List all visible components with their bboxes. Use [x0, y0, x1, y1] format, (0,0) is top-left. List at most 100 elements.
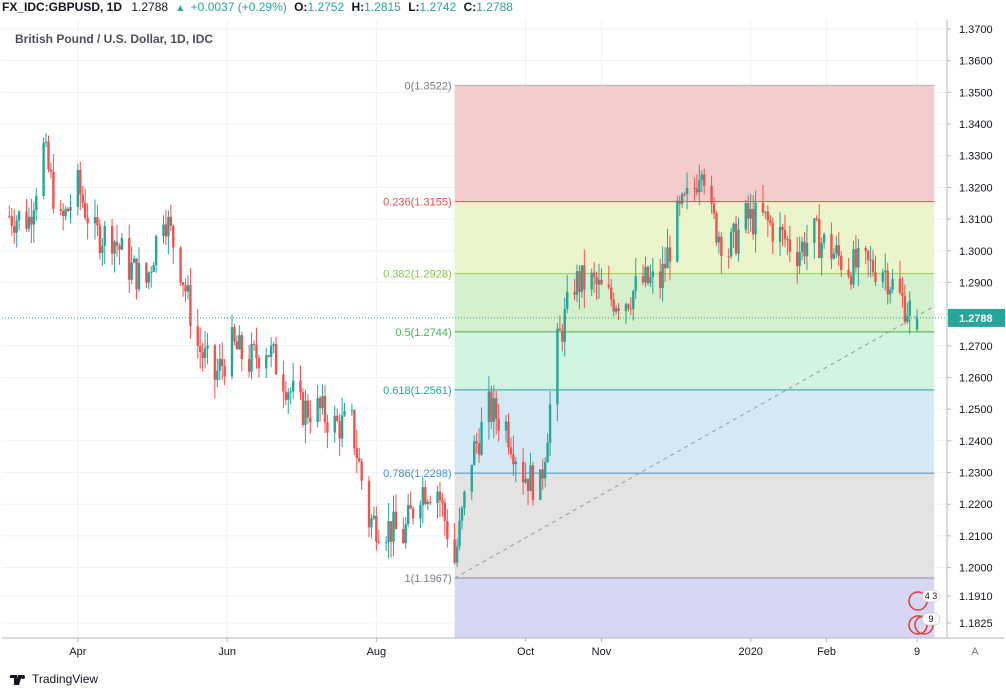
- auto-scale-button[interactable]: A: [971, 646, 979, 658]
- candle-body: [477, 443, 481, 455]
- candle-body: [884, 270, 887, 273]
- candle-body: [10, 216, 13, 227]
- candle-body: [541, 469, 544, 479]
- price-tick-label: 1.1910: [959, 591, 993, 603]
- candle-body: [661, 263, 664, 288]
- candle-body: [113, 241, 116, 254]
- candle-body: [458, 520, 461, 547]
- candle-body: [404, 524, 407, 544]
- candle-body: [179, 247, 182, 283]
- candle-body: [800, 241, 804, 253]
- fib-level-label: 0.382(1.2928): [383, 269, 452, 281]
- fib-zone: [454, 389, 935, 474]
- candle-body: [573, 291, 576, 295]
- price-axis[interactable]: 1.3700 1.3600 1.3500 1.3400 1.3300 1.3200 1.31…: [946, 20, 1005, 638]
- candle-body: [189, 285, 192, 327]
- candle-body: [203, 348, 207, 359]
- candle-body: [98, 225, 102, 254]
- time-tick-label: Jun: [218, 646, 236, 658]
- price-tick-label: 1.2300: [959, 468, 993, 480]
- candle-body: [886, 270, 889, 295]
- tradingview-icon: [10, 674, 25, 685]
- candle-body: [455, 546, 459, 563]
- candle-body: [44, 141, 48, 143]
- candle-body: [323, 396, 327, 423]
- price-tick-label: 1.2400: [959, 436, 993, 448]
- candle-body: [289, 391, 292, 393]
- alert-markers[interactable]: 4 3 9: [908, 589, 941, 635]
- candle-body: [367, 480, 371, 528]
- candle-body: [257, 358, 261, 369]
- candle-body: [600, 279, 603, 285]
- price-chart[interactable]: 0(1.3522) 0.236(1.3155) 0.382(1.2928) 0.5(1…: [0, 18, 1006, 668]
- candle-body: [732, 223, 735, 233]
- fib-zone: [454, 273, 935, 332]
- candle-body: [460, 507, 464, 521]
- candle-body: [419, 505, 422, 519]
- candle-body: [857, 248, 860, 268]
- candle-body: [610, 287, 613, 300]
- fibonacci-retracement[interactable]: 0(1.3522) 0.236(1.3155) 0.382(1.2928) 0.5(1…: [383, 80, 935, 638]
- candle-body: [480, 421, 483, 455]
- candle-body: [685, 187, 689, 195]
- candle-body: [93, 217, 97, 224]
- candle-body: [164, 224, 168, 237]
- candle-body: [135, 258, 138, 290]
- candle-body: [693, 187, 696, 189]
- candle-body: [409, 505, 412, 509]
- candle-body: [235, 341, 239, 350]
- tradingview-logo[interactable]: TradingView: [10, 672, 98, 686]
- candle-body: [76, 170, 80, 208]
- candle-body: [436, 491, 439, 504]
- open-value: 1.2752: [307, 0, 345, 14]
- candle-body: [583, 265, 586, 290]
- candle-body: [805, 242, 809, 257]
- candle-body: [426, 501, 429, 504]
- candle-body: [849, 275, 853, 285]
- candle-body: [614, 308, 618, 312]
- candle-body: [428, 501, 432, 504]
- candle-body: [766, 211, 770, 221]
- candle-body: [695, 188, 699, 193]
- trendline[interactable]: [454, 305, 935, 579]
- candle-body: [854, 249, 858, 268]
- candle-body: [213, 345, 217, 380]
- candle-body: [546, 442, 549, 463]
- candle-body: [634, 276, 637, 292]
- candle-body: [703, 174, 706, 187]
- low-label: L:: [408, 0, 420, 14]
- candle-body: [558, 328, 562, 331]
- candle-body-last: [915, 317, 919, 330]
- candle-body: [216, 370, 219, 380]
- time-axis[interactable]: Apr Jun Aug Oct Nov 2020 Feb 9: [2, 637, 1004, 658]
- candle-body: [252, 343, 256, 345]
- candle-body: [866, 250, 870, 260]
- candle-body: [783, 229, 787, 240]
- candle-body: [539, 469, 542, 500]
- candle-body: [644, 266, 647, 283]
- candle-body: [411, 508, 415, 519]
- candle-body: [624, 304, 628, 311]
- candle-body: [154, 236, 158, 266]
- price-tick-label: 1.3700: [959, 24, 993, 36]
- candle-body: [795, 251, 799, 267]
- candle-body: [658, 271, 662, 288]
- candle-body: [384, 542, 388, 544]
- candle-body: [649, 277, 652, 284]
- candle-body: [25, 211, 28, 229]
- legend-title: British Pound / U.S. Dollar, 1D, IDC: [15, 32, 213, 46]
- candle-body: [221, 358, 224, 367]
- candle-body: [627, 304, 630, 309]
- candle-body: [727, 256, 730, 258]
- candle-body: [145, 263, 148, 283]
- price-tick-label: 1.2700: [959, 341, 993, 353]
- candle-body: [497, 419, 500, 431]
- candle-body: [247, 359, 251, 372]
- candle-body: [561, 330, 564, 342]
- symbol-name[interactable]: FX_IDC:GBPUSD, 1D: [2, 0, 123, 14]
- candle-body: [891, 278, 894, 290]
- candle-body: [389, 521, 393, 542]
- candle-body: [284, 391, 288, 400]
- candle-body: [463, 491, 466, 508]
- candle-body: [30, 216, 33, 225]
